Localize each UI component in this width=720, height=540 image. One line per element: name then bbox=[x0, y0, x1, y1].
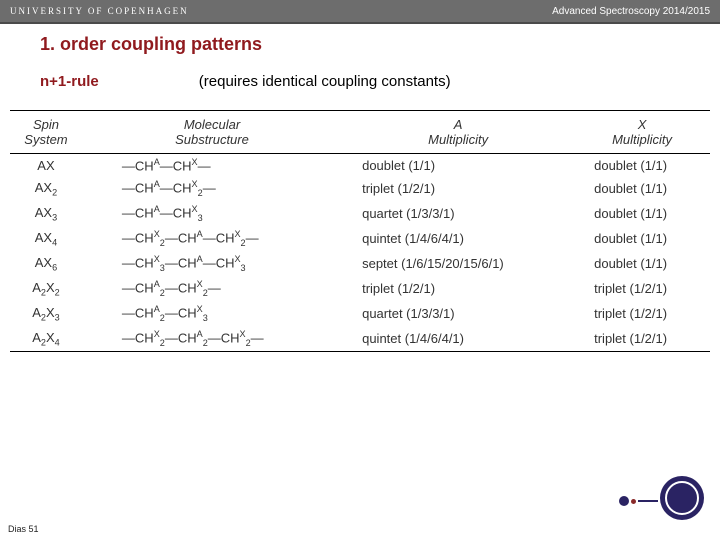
cell-sub: —CHA—CHX— bbox=[82, 154, 342, 177]
cell-a: quintet (1/4/6/4/1) bbox=[342, 226, 574, 251]
requirement-label: (requires identical coupling constants) bbox=[199, 73, 451, 90]
table-row: A2X3—CHA2—CHX3quartet (1/3/3/1)triplet (… bbox=[10, 301, 710, 326]
decorative-dots bbox=[619, 496, 658, 506]
cell-x: triplet (1/2/1) bbox=[574, 301, 710, 326]
table-row: AX—CHA—CHX—doublet (1/1)doublet (1/1) bbox=[10, 154, 710, 177]
table-row: A2X4—CHX2—CHA2—CHX2—quintet (1/4/6/4/1)t… bbox=[10, 326, 710, 351]
cell-a: triplet (1/2/1) bbox=[342, 276, 574, 301]
cell-x: doublet (1/1) bbox=[574, 201, 710, 226]
cell-spin: AX bbox=[10, 154, 82, 177]
table-row: AX4—CHX2—CHA—CHX2—quintet (1/4/6/4/1)dou… bbox=[10, 226, 710, 251]
cell-spin: AX4 bbox=[10, 226, 82, 251]
cell-x: doublet (1/1) bbox=[574, 226, 710, 251]
cell-sub: —CHA—CHX3 bbox=[82, 201, 342, 226]
cell-a: quintet (1/4/6/4/1) bbox=[342, 326, 574, 351]
page-title: 1. order coupling patterns bbox=[0, 24, 720, 55]
table-row: AX2—CHA—CHX2—triplet (1/2/1)doublet (1/1… bbox=[10, 176, 710, 201]
cell-spin: A2X3 bbox=[10, 301, 82, 326]
line-icon bbox=[638, 500, 658, 502]
seal-inner-icon bbox=[665, 481, 699, 515]
col-spin: SpinSystem bbox=[10, 111, 82, 154]
cell-sub: —CHX2—CHA2—CHX2— bbox=[82, 326, 342, 351]
cell-a: quartet (1/3/3/1) bbox=[342, 201, 574, 226]
coupling-table: SpinSystem MolecularSubstructure AMultip… bbox=[10, 110, 710, 352]
slide-number: Dias 51 bbox=[8, 524, 39, 534]
dot-icon bbox=[631, 499, 636, 504]
cell-x: triplet (1/2/1) bbox=[574, 326, 710, 351]
cell-a: septet (1/6/15/20/15/6/1) bbox=[342, 251, 574, 276]
col-substructure: MolecularSubstructure bbox=[82, 111, 342, 154]
cell-x: triplet (1/2/1) bbox=[574, 276, 710, 301]
cell-spin: A2X4 bbox=[10, 326, 82, 351]
cell-a: triplet (1/2/1) bbox=[342, 176, 574, 201]
coupling-table-wrap: SpinSystem MolecularSubstructure AMultip… bbox=[10, 110, 710, 352]
cell-x: doublet (1/1) bbox=[574, 176, 710, 201]
university-seal-icon bbox=[660, 476, 704, 520]
table-row: AX6—CHX3—CHA—CHX3septet (1/6/15/20/15/6/… bbox=[10, 251, 710, 276]
cell-sub: —CHA2—CHX2— bbox=[82, 276, 342, 301]
cell-x: doublet (1/1) bbox=[574, 251, 710, 276]
cell-sub: —CHA—CHX2— bbox=[82, 176, 342, 201]
university-name: UNIVERSITY OF COPENHAGEN bbox=[10, 6, 189, 16]
col-a-mult: AMultiplicity bbox=[342, 111, 574, 154]
cell-spin: AX2 bbox=[10, 176, 82, 201]
cell-a: quartet (1/3/3/1) bbox=[342, 301, 574, 326]
cell-a: doublet (1/1) bbox=[342, 154, 574, 177]
course-name: Advanced Spectroscopy 2014/2015 bbox=[552, 6, 710, 17]
cell-sub: —CHA2—CHX3 bbox=[82, 301, 342, 326]
subtitle-row: n+1-rule (requires identical coupling co… bbox=[0, 55, 720, 90]
table-row: A2X2—CHA2—CHX2—triplet (1/2/1)triplet (1… bbox=[10, 276, 710, 301]
header-bar: UNIVERSITY OF COPENHAGEN Advanced Spectr… bbox=[0, 0, 720, 24]
cell-sub: —CHX2—CHA—CHX2— bbox=[82, 226, 342, 251]
cell-spin: A2X2 bbox=[10, 276, 82, 301]
dot-icon bbox=[619, 496, 629, 506]
cell-spin: AX6 bbox=[10, 251, 82, 276]
col-x-mult: XMultiplicity bbox=[574, 111, 710, 154]
rule-label: n+1-rule bbox=[40, 73, 99, 90]
cell-spin: AX3 bbox=[10, 201, 82, 226]
table-row: AX3—CHA—CHX3quartet (1/3/3/1)doublet (1/… bbox=[10, 201, 710, 226]
cell-x: doublet (1/1) bbox=[574, 154, 710, 177]
cell-sub: —CHX3—CHA—CHX3 bbox=[82, 251, 342, 276]
